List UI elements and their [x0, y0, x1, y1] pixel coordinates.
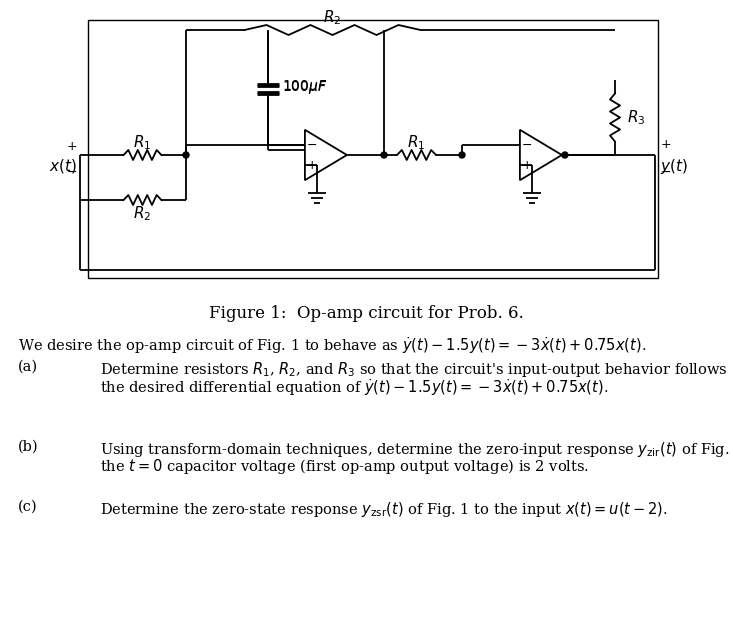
Text: Figure 1:  Op-amp circuit for Prob. 6.: Figure 1: Op-amp circuit for Prob. 6.: [209, 305, 523, 322]
Text: $-$: $-$: [306, 138, 317, 152]
Text: $R_2$: $R_2$: [323, 9, 342, 27]
Text: the desired differential equation of $\dot{y}(t) - 1.5y(t) = -3\dot{x}(t) + 0.75: the desired differential equation of $\d…: [100, 377, 608, 398]
Text: $-$: $-$: [660, 164, 671, 178]
Text: $R_2$: $R_2$: [133, 205, 152, 223]
Text: $+$: $+$: [66, 141, 77, 153]
Text: $R_1$: $R_1$: [133, 134, 152, 152]
Circle shape: [381, 152, 387, 158]
Text: $y(t)$: $y(t)$: [660, 157, 688, 176]
Text: $R_1$: $R_1$: [408, 134, 426, 152]
Text: (c): (c): [18, 500, 37, 514]
Circle shape: [562, 152, 568, 158]
Text: (a): (a): [18, 360, 38, 374]
Text: $+$: $+$: [660, 138, 671, 152]
Text: (b): (b): [18, 440, 39, 454]
Text: $-$: $-$: [66, 164, 77, 178]
Text: $100\mu F$: $100\mu F$: [282, 78, 328, 95]
Text: We desire the op-amp circuit of Fig. 1 to behave as $\dot{y}(t) - 1.5y(t) = -3\d: We desire the op-amp circuit of Fig. 1 t…: [18, 335, 647, 356]
Text: Using transform-domain techniques, determine the zero-input response $y_{\rm zir: Using transform-domain techniques, deter…: [100, 440, 733, 459]
Circle shape: [183, 152, 189, 158]
Text: Determine the zero-state response $y_{\rm zsr}(t)$ of Fig. 1 to the input $x(t) : Determine the zero-state response $y_{\r…: [100, 500, 668, 519]
Text: $-$: $-$: [521, 138, 532, 152]
Circle shape: [459, 152, 465, 158]
Text: $R_3$: $R_3$: [627, 108, 646, 127]
Text: $+$: $+$: [306, 158, 317, 172]
Text: Determine resistors $R_1$, $R_2$, and $R_3$ so that the circuit's input-output b: Determine resistors $R_1$, $R_2$, and $R…: [100, 360, 728, 379]
Text: the $t = 0$ capacitor voltage (first op-amp output voltage) is 2 volts.: the $t = 0$ capacitor voltage (first op-…: [100, 457, 589, 476]
Text: $x(t)$: $x(t)$: [49, 157, 77, 175]
Text: $+$: $+$: [521, 158, 533, 172]
Text: $100\mu F$: $100\mu F$: [282, 79, 328, 96]
